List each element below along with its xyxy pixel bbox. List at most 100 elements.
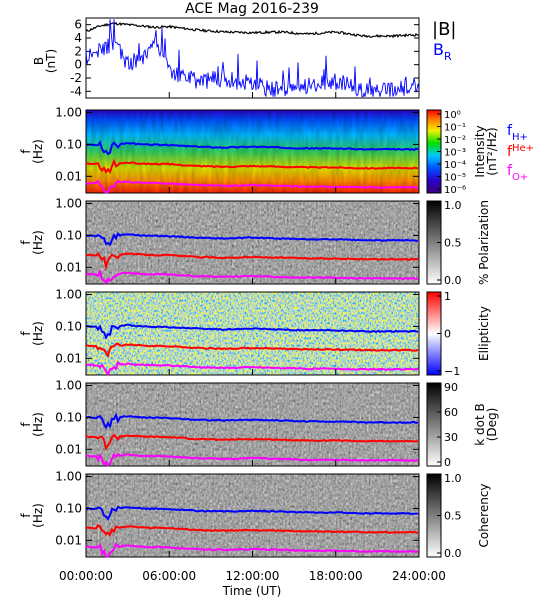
trace-O+-coherency bbox=[85, 542, 419, 558]
colorbar-tick-label: 0 bbox=[444, 328, 451, 341]
x-tick-label: 06:00:00 bbox=[142, 569, 196, 583]
b-tick-label: 2 bbox=[74, 44, 82, 58]
colorbar-tick-label: 1.0 bbox=[444, 472, 462, 485]
y-label-polarization: f bbox=[19, 240, 33, 245]
colorbar-title-intensity: Intensity bbox=[473, 125, 487, 177]
b-yunit: (nT) bbox=[44, 49, 58, 73]
legend-f-o: fO+ bbox=[507, 163, 528, 183]
chart-title: ACE Mag 2016-239 bbox=[185, 1, 319, 17]
b-tick-label: -2 bbox=[70, 71, 82, 85]
colorbar-title-coherency: Coherency bbox=[477, 483, 491, 547]
trace-He+-polarization bbox=[85, 252, 419, 271]
y-tick-label: 1.00 bbox=[55, 470, 82, 484]
y-label-intensity: f bbox=[19, 149, 33, 154]
trace-O+-kdotb bbox=[85, 452, 419, 467]
legend-radial: BR bbox=[433, 40, 452, 63]
b-tick-label: 6 bbox=[74, 18, 82, 32]
b-panel-frame bbox=[85, 17, 420, 99]
colorbar-tick-label: 10⁻³ bbox=[444, 148, 466, 159]
y-tick-label: 0.10 bbox=[55, 137, 82, 151]
colorbar-tick-label: 1.0 bbox=[444, 199, 462, 212]
colorbar-tick-label: 10⁻¹ bbox=[444, 123, 466, 134]
panel-intensity: 1.00 0.10 0.01 f(Hz) 10⁰ 10⁻¹10⁻² 10⁻³10⁻⁴ 10⁻⁵… bbox=[19, 106, 499, 196]
panel-coherency: 1.00 0.10 0.01 f(Hz) 1.0 0.5 0.0 Coherency bbox=[19, 470, 491, 560]
y-unit-ellipticity: (Hz) bbox=[31, 321, 45, 346]
y-tick-label: 0.10 bbox=[55, 410, 82, 424]
trace-H+-coherency bbox=[85, 505, 419, 521]
y-unit-coherency: (Hz) bbox=[31, 503, 45, 528]
y-tick-label: 1.00 bbox=[55, 106, 82, 120]
frequency-legend: fH+ fHe+ fO+ bbox=[507, 123, 534, 183]
trace-H+-kdotb bbox=[85, 412, 419, 430]
colorbar-title-ellipticity: Ellipticity bbox=[477, 306, 491, 361]
colorbar-tick-label: 10⁰ bbox=[444, 110, 461, 121]
colorbar-tick-label: 90 bbox=[444, 381, 458, 394]
y-unit-intensity: (Hz) bbox=[31, 139, 45, 164]
spectrogram-polarization bbox=[86, 201, 419, 284]
x-axis-label: Time (UT) bbox=[222, 584, 282, 598]
b-ylabel: B bbox=[32, 57, 46, 65]
x-axis-ticks: 00:00:00 06:00:00 12:00:00 18:00:00 24:00:00 bbox=[59, 569, 446, 583]
y-tick-label: 0.01 bbox=[55, 442, 82, 456]
trace-O+-intensity bbox=[85, 179, 419, 194]
panel-polarization: 1.00 0.10 0.01 f(Hz) 1.0 0.5 0.0 % Polarization bbox=[19, 197, 491, 287]
b-tick-label: 0 bbox=[74, 58, 82, 72]
legend-f-he-main: f bbox=[507, 144, 513, 160]
y-tick-label: 0.01 bbox=[55, 260, 82, 274]
trace-He+-intensity bbox=[85, 158, 419, 174]
b-tick-label: 4 bbox=[74, 31, 82, 45]
y-tick-label: 0.01 bbox=[55, 169, 82, 183]
colorbar-tick-label: 0 bbox=[444, 456, 451, 469]
legend-f-h: fH+ bbox=[507, 123, 528, 143]
trace-H+-ellipticity bbox=[85, 323, 419, 340]
spectrogram-ellipticity bbox=[86, 292, 419, 375]
x-tick-label: 18:00:00 bbox=[309, 569, 363, 583]
trace-He+-kdotb bbox=[85, 433, 419, 451]
colorbar-tick-label: 10⁻⁴ bbox=[444, 160, 466, 171]
y-label-coherency: f bbox=[19, 513, 33, 518]
y-unit-kdotb: (Hz) bbox=[31, 412, 45, 437]
trace-O+-ellipticity bbox=[85, 360, 419, 377]
legend-f-h-main: f bbox=[507, 123, 513, 139]
b-tick-label: -4 bbox=[70, 84, 82, 98]
colorbar-unit-intensity: (nT²/Hz) bbox=[485, 127, 499, 175]
y-label-kdotb: f bbox=[19, 422, 33, 427]
colorbar-tick-label: 10⁻⁵ bbox=[444, 173, 466, 184]
colorbar-unit-kdotb: (Deg) bbox=[485, 408, 499, 442]
trace-H+-polarization bbox=[85, 231, 419, 247]
colorbar-tick-label: 1 bbox=[444, 290, 451, 303]
spectral-panels: 1.000.100.01f(Hz)10⁰10⁻¹10⁻²10⁻³10⁻⁴10⁻⁵… bbox=[19, 106, 499, 560]
y-tick-label: 0.01 bbox=[55, 533, 82, 547]
spectrogram-coherency bbox=[86, 474, 419, 557]
trace-He+-coherency bbox=[85, 523, 419, 537]
legend-f-o-main: f bbox=[507, 163, 513, 179]
trace-He+-ellipticity bbox=[85, 342, 419, 359]
legend-f-he: fHe+ bbox=[507, 143, 534, 160]
legend-magnitude: |B| bbox=[432, 19, 456, 40]
colorbar-tick-label: 10⁻⁶ bbox=[444, 185, 466, 196]
b-panel-series bbox=[85, 19, 420, 98]
legend-radial-sub: R bbox=[444, 50, 452, 63]
series-magnitude-line bbox=[85, 21, 419, 39]
y-tick-label: 0.10 bbox=[55, 501, 82, 515]
legend-f-h-sub: H+ bbox=[512, 132, 528, 143]
panel-kdotb: 1.00 0.10 0.01 f(Hz) 90 60 30 0 k dot B(Deg) bbox=[19, 379, 499, 469]
legend-radial-main: B bbox=[433, 40, 444, 59]
panel-ellipticity: 1.00 0.10 0.01 f(Hz) 1 0 −1 Ellipticity bbox=[19, 288, 491, 378]
colorbar-kdotb bbox=[426, 382, 442, 467]
legend-f-he-sub: He+ bbox=[512, 143, 534, 154]
colorbar-tick-label: 0.0 bbox=[444, 274, 462, 287]
colorbar-tick-label: −1 bbox=[444, 365, 460, 378]
y-tick-label: 0.01 bbox=[55, 351, 82, 365]
spectrogram-kdotb bbox=[86, 383, 419, 466]
x-tick-label: 24:00:00 bbox=[392, 569, 446, 583]
colorbar-tick-label: 0.0 bbox=[444, 547, 462, 560]
colorbar-title-polarization: % Polarization bbox=[477, 200, 491, 285]
y-unit-polarization: (Hz) bbox=[31, 230, 45, 255]
y-tick-label: 1.00 bbox=[55, 288, 82, 302]
x-tick-label: 12:00:00 bbox=[226, 569, 280, 583]
spectrogram-texture-intensity bbox=[86, 110, 419, 193]
